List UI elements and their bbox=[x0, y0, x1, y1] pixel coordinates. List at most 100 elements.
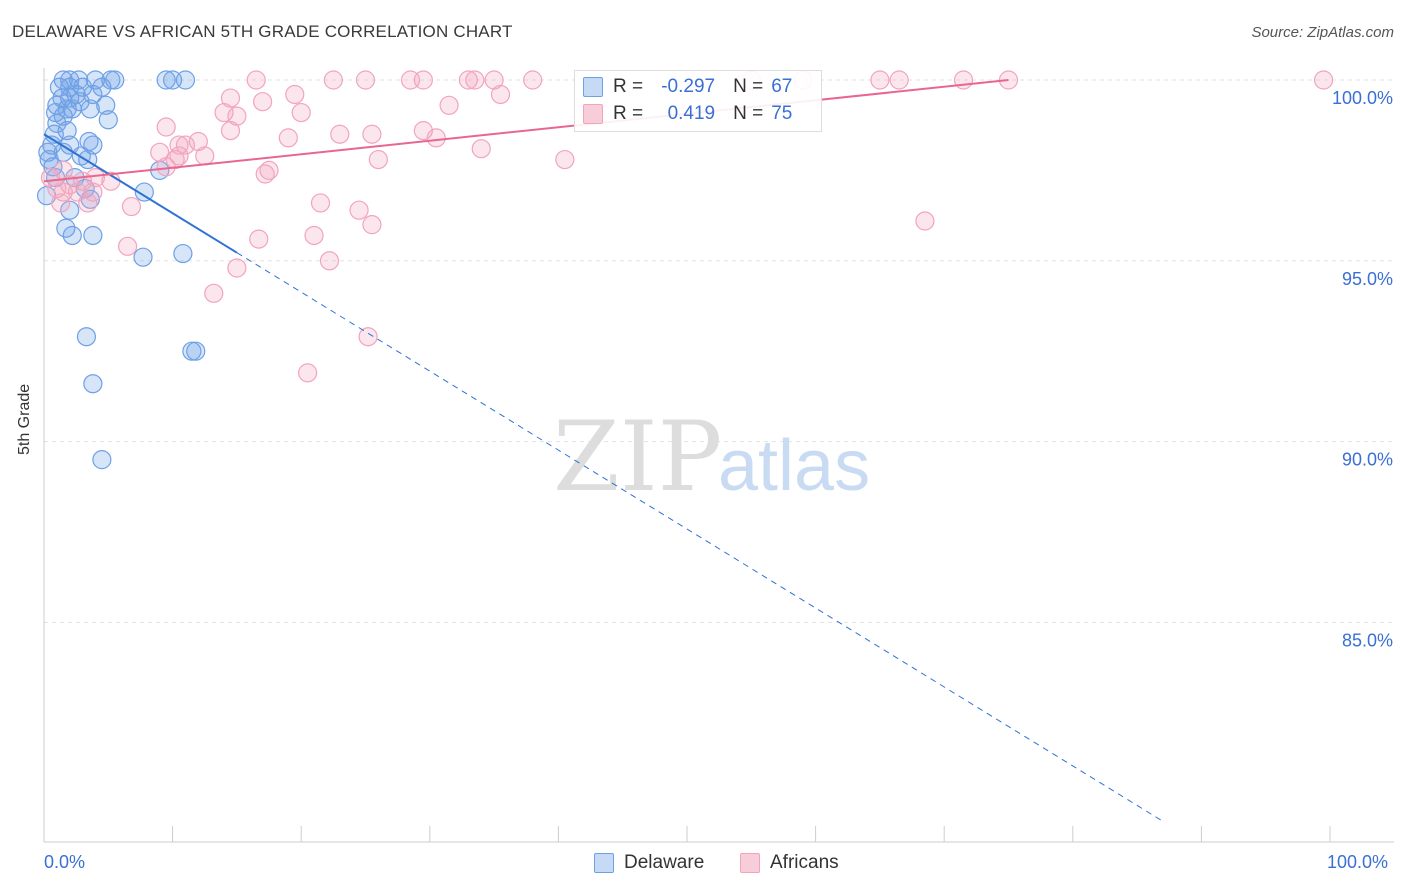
delaware-legend-swatch bbox=[594, 853, 614, 873]
africans-point bbox=[40, 168, 61, 188]
delaware-point bbox=[96, 95, 116, 115]
delaware-point bbox=[92, 450, 112, 470]
delaware-point bbox=[72, 77, 93, 97]
africans-point bbox=[156, 117, 176, 137]
africans-point bbox=[870, 70, 890, 90]
africans-swatch bbox=[583, 104, 603, 124]
africans-point bbox=[175, 135, 196, 155]
series-legend: Delaware Africans bbox=[0, 852, 1406, 878]
chart-title: DELAWARE VS AFRICAN 5TH GRADE CORRELATIO… bbox=[12, 22, 513, 41]
delaware-trend-line bbox=[43, 133, 238, 254]
africans-point bbox=[195, 146, 215, 166]
africans-legend-label: Africans bbox=[770, 852, 839, 873]
delaware-point bbox=[76, 327, 97, 347]
y-tick-label: 95.0% bbox=[1342, 269, 1393, 289]
watermark-atlas: atlas bbox=[718, 426, 870, 506]
delaware-point bbox=[53, 106, 73, 126]
africans-point bbox=[349, 200, 369, 220]
africans-point bbox=[319, 251, 340, 271]
n-label: N = bbox=[733, 76, 764, 97]
africans-point bbox=[1313, 70, 1334, 90]
africans-point bbox=[51, 193, 71, 213]
gridlines bbox=[44, 79, 1394, 623]
africans-point bbox=[285, 84, 305, 105]
africans-point bbox=[413, 70, 433, 90]
legend-row-africans: R = 0.419 N = 75 bbox=[583, 102, 792, 126]
source-credit: Source: ZipAtlas.com bbox=[1251, 24, 1394, 41]
delaware-point bbox=[56, 218, 76, 238]
africans-point bbox=[889, 70, 909, 90]
africans-point bbox=[355, 70, 376, 90]
delaware-point bbox=[186, 341, 206, 361]
delaware-point bbox=[38, 142, 58, 162]
delaware-point bbox=[80, 99, 100, 119]
africans-point bbox=[227, 258, 247, 278]
africans-point bbox=[291, 102, 311, 123]
x-tick-label-min: 0.0% bbox=[44, 852, 86, 872]
africans-point bbox=[220, 121, 241, 141]
y-axis-title: 5th Grade bbox=[16, 383, 33, 455]
africans-point bbox=[368, 149, 388, 170]
africans-legend-swatch bbox=[740, 853, 760, 873]
africans-point bbox=[60, 175, 80, 195]
africans-point bbox=[523, 70, 543, 90]
africans-point bbox=[249, 229, 269, 249]
axes bbox=[43, 68, 1394, 843]
africans-point bbox=[310, 193, 331, 213]
africans-point bbox=[78, 193, 98, 213]
delaware-legend-label: Delaware bbox=[624, 852, 705, 873]
delaware-r-value: -0.297 bbox=[661, 76, 716, 97]
n-label: N = bbox=[733, 103, 764, 124]
africans-point bbox=[439, 95, 459, 115]
africans-point bbox=[246, 70, 266, 90]
africans-point bbox=[253, 92, 273, 112]
trend-lines bbox=[43, 79, 1164, 822]
delaware-point bbox=[98, 110, 118, 130]
delaware-trend-extension bbox=[236, 252, 1164, 822]
africans-point bbox=[362, 215, 382, 235]
africans-point bbox=[490, 84, 511, 105]
legend-item-delaware[interactable]: Delaware bbox=[594, 852, 704, 874]
africans-point bbox=[426, 128, 446, 148]
africans-point bbox=[458, 70, 478, 90]
africans-r-value: 0.419 bbox=[667, 103, 716, 124]
africans-point bbox=[169, 135, 189, 155]
africans-point bbox=[278, 128, 298, 148]
delaware-point bbox=[173, 243, 193, 264]
africans-point bbox=[471, 139, 491, 159]
africans-point bbox=[169, 146, 189, 166]
r-label: R = bbox=[613, 103, 644, 124]
africans-point bbox=[298, 363, 318, 383]
africans-point bbox=[555, 149, 575, 170]
r-label: R = bbox=[613, 76, 644, 97]
africans-trend-line bbox=[43, 79, 1009, 183]
africans-point bbox=[465, 70, 485, 90]
delaware-point bbox=[175, 70, 196, 90]
delaware-point bbox=[156, 70, 176, 90]
stats-legend: R = -0.297 N = 67 R = 0.419 N = 75 bbox=[574, 70, 822, 132]
delaware-point bbox=[134, 182, 154, 202]
delaware-swatch bbox=[583, 77, 603, 97]
watermark-zip: ZIP bbox=[553, 401, 722, 513]
legend-item-africans[interactable]: Africans bbox=[740, 852, 839, 874]
africans-point bbox=[204, 283, 224, 303]
y-tick-label: 100.0% bbox=[1332, 88, 1393, 108]
y-tick-label: 85.0% bbox=[1342, 630, 1393, 650]
africans-point bbox=[121, 196, 142, 217]
africans-point bbox=[304, 225, 324, 246]
africans-point bbox=[117, 236, 138, 256]
y-tick-labels: 100.0% 95.0% 90.0% 85.0% bbox=[1332, 88, 1393, 650]
africans-point bbox=[83, 182, 103, 202]
legend-row-delaware: R = -0.297 N = 67 bbox=[583, 75, 792, 99]
delaware-point bbox=[83, 225, 103, 246]
y-tick-label: 90.0% bbox=[1342, 450, 1393, 470]
africans-point bbox=[259, 160, 279, 180]
africans-point bbox=[255, 164, 275, 184]
delaware-n-value: 67 bbox=[771, 76, 793, 97]
africans-point bbox=[323, 70, 343, 90]
africans-point bbox=[358, 327, 378, 347]
africans-n-value: 75 bbox=[771, 103, 793, 124]
delaware-point bbox=[83, 374, 103, 394]
africans-point bbox=[330, 124, 350, 144]
